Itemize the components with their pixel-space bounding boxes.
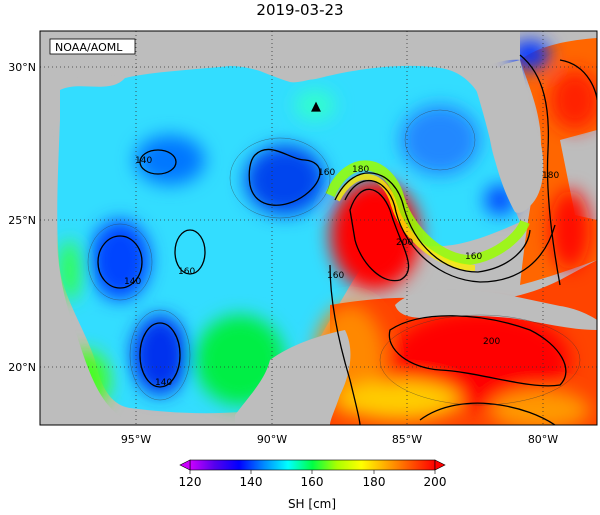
mexico-land	[40, 95, 130, 425]
contour-label: 160	[465, 252, 482, 262]
y-tick-label: 20°N	[8, 361, 36, 374]
contour-label: 140	[124, 277, 141, 287]
contour-label: 200	[396, 238, 413, 248]
cuba-land	[395, 289, 597, 330]
colorbar-tick-label: 160	[301, 475, 324, 489]
contour-label: 160	[178, 267, 195, 277]
contour-140-central	[248, 148, 321, 206]
colorbar-tick-label: 180	[363, 475, 386, 489]
contour-160-east	[334, 172, 531, 273]
loop-current-band	[325, 160, 530, 266]
thin-contours	[87, 109, 581, 406]
contour-label: 140	[155, 378, 172, 388]
colorbar-min-arrow	[179, 459, 191, 471]
contour-140-north	[139, 149, 177, 175]
station-marker-icon: ▲	[311, 99, 321, 114]
contour-180-south	[419, 402, 556, 425]
contour-label: 200	[483, 337, 500, 347]
florida-land	[470, 60, 544, 213]
credit-label: NOAA/AOML	[55, 41, 123, 54]
map-field: 140 140 140 160 160 160 160 180 180 200 …	[40, 31, 597, 425]
y-tick-label: 30°N	[8, 61, 36, 74]
contour-label: 180	[542, 171, 559, 181]
x-tick-label: 95°W	[121, 433, 151, 446]
contour-label: 140	[135, 156, 152, 166]
contour-160-south	[329, 264, 361, 425]
colorbar-tick-label: 140	[240, 475, 263, 489]
contour-200-carib	[388, 315, 567, 387]
credit-box: NOAA/AOML	[49, 38, 136, 55]
y-tick-labels: 30°N 25°N 20°N	[8, 61, 36, 374]
colorbar-tick-label: 120	[179, 475, 202, 489]
contour-140-west	[97, 235, 143, 289]
x-tick-label: 90°W	[257, 433, 287, 446]
contour-160-mid	[174, 229, 206, 275]
map-frame	[39, 30, 598, 426]
contour-label: 160	[318, 168, 335, 178]
contour-label-group: 140 140 140 160 160 160 160 180 180 200 …	[124, 156, 559, 388]
x-tick-label: 85°W	[392, 433, 422, 446]
bahamas-land	[560, 130, 597, 220]
colorbar-tick-label: 200	[424, 475, 447, 489]
contour-label: 160	[327, 271, 344, 281]
yucatan-land	[235, 330, 351, 425]
map-title: 2019-03-23	[256, 1, 344, 19]
x-tick-labels: 95°W 90°W 85°W 80°W	[121, 433, 558, 446]
colorbar-label: SH [cm]	[288, 497, 336, 511]
contour-lines	[97, 54, 597, 425]
contour-140-south	[139, 322, 181, 388]
us-coast-land	[40, 31, 520, 95]
contour-180	[344, 180, 556, 283]
colorbar-max-arrow	[434, 459, 446, 471]
colorbar-ticks	[189, 470, 436, 474]
colorbar: 120 140 160 180 200 SH [cm]	[179, 459, 447, 511]
contour-180-atl	[519, 54, 561, 286]
contour-200-loop	[349, 188, 410, 282]
contour-label: 180	[352, 165, 369, 175]
colorbar-bar	[189, 459, 436, 471]
x-tick-label: 80°W	[528, 433, 558, 446]
graticule	[40, 31, 597, 425]
y-tick-label: 25°N	[8, 214, 36, 227]
